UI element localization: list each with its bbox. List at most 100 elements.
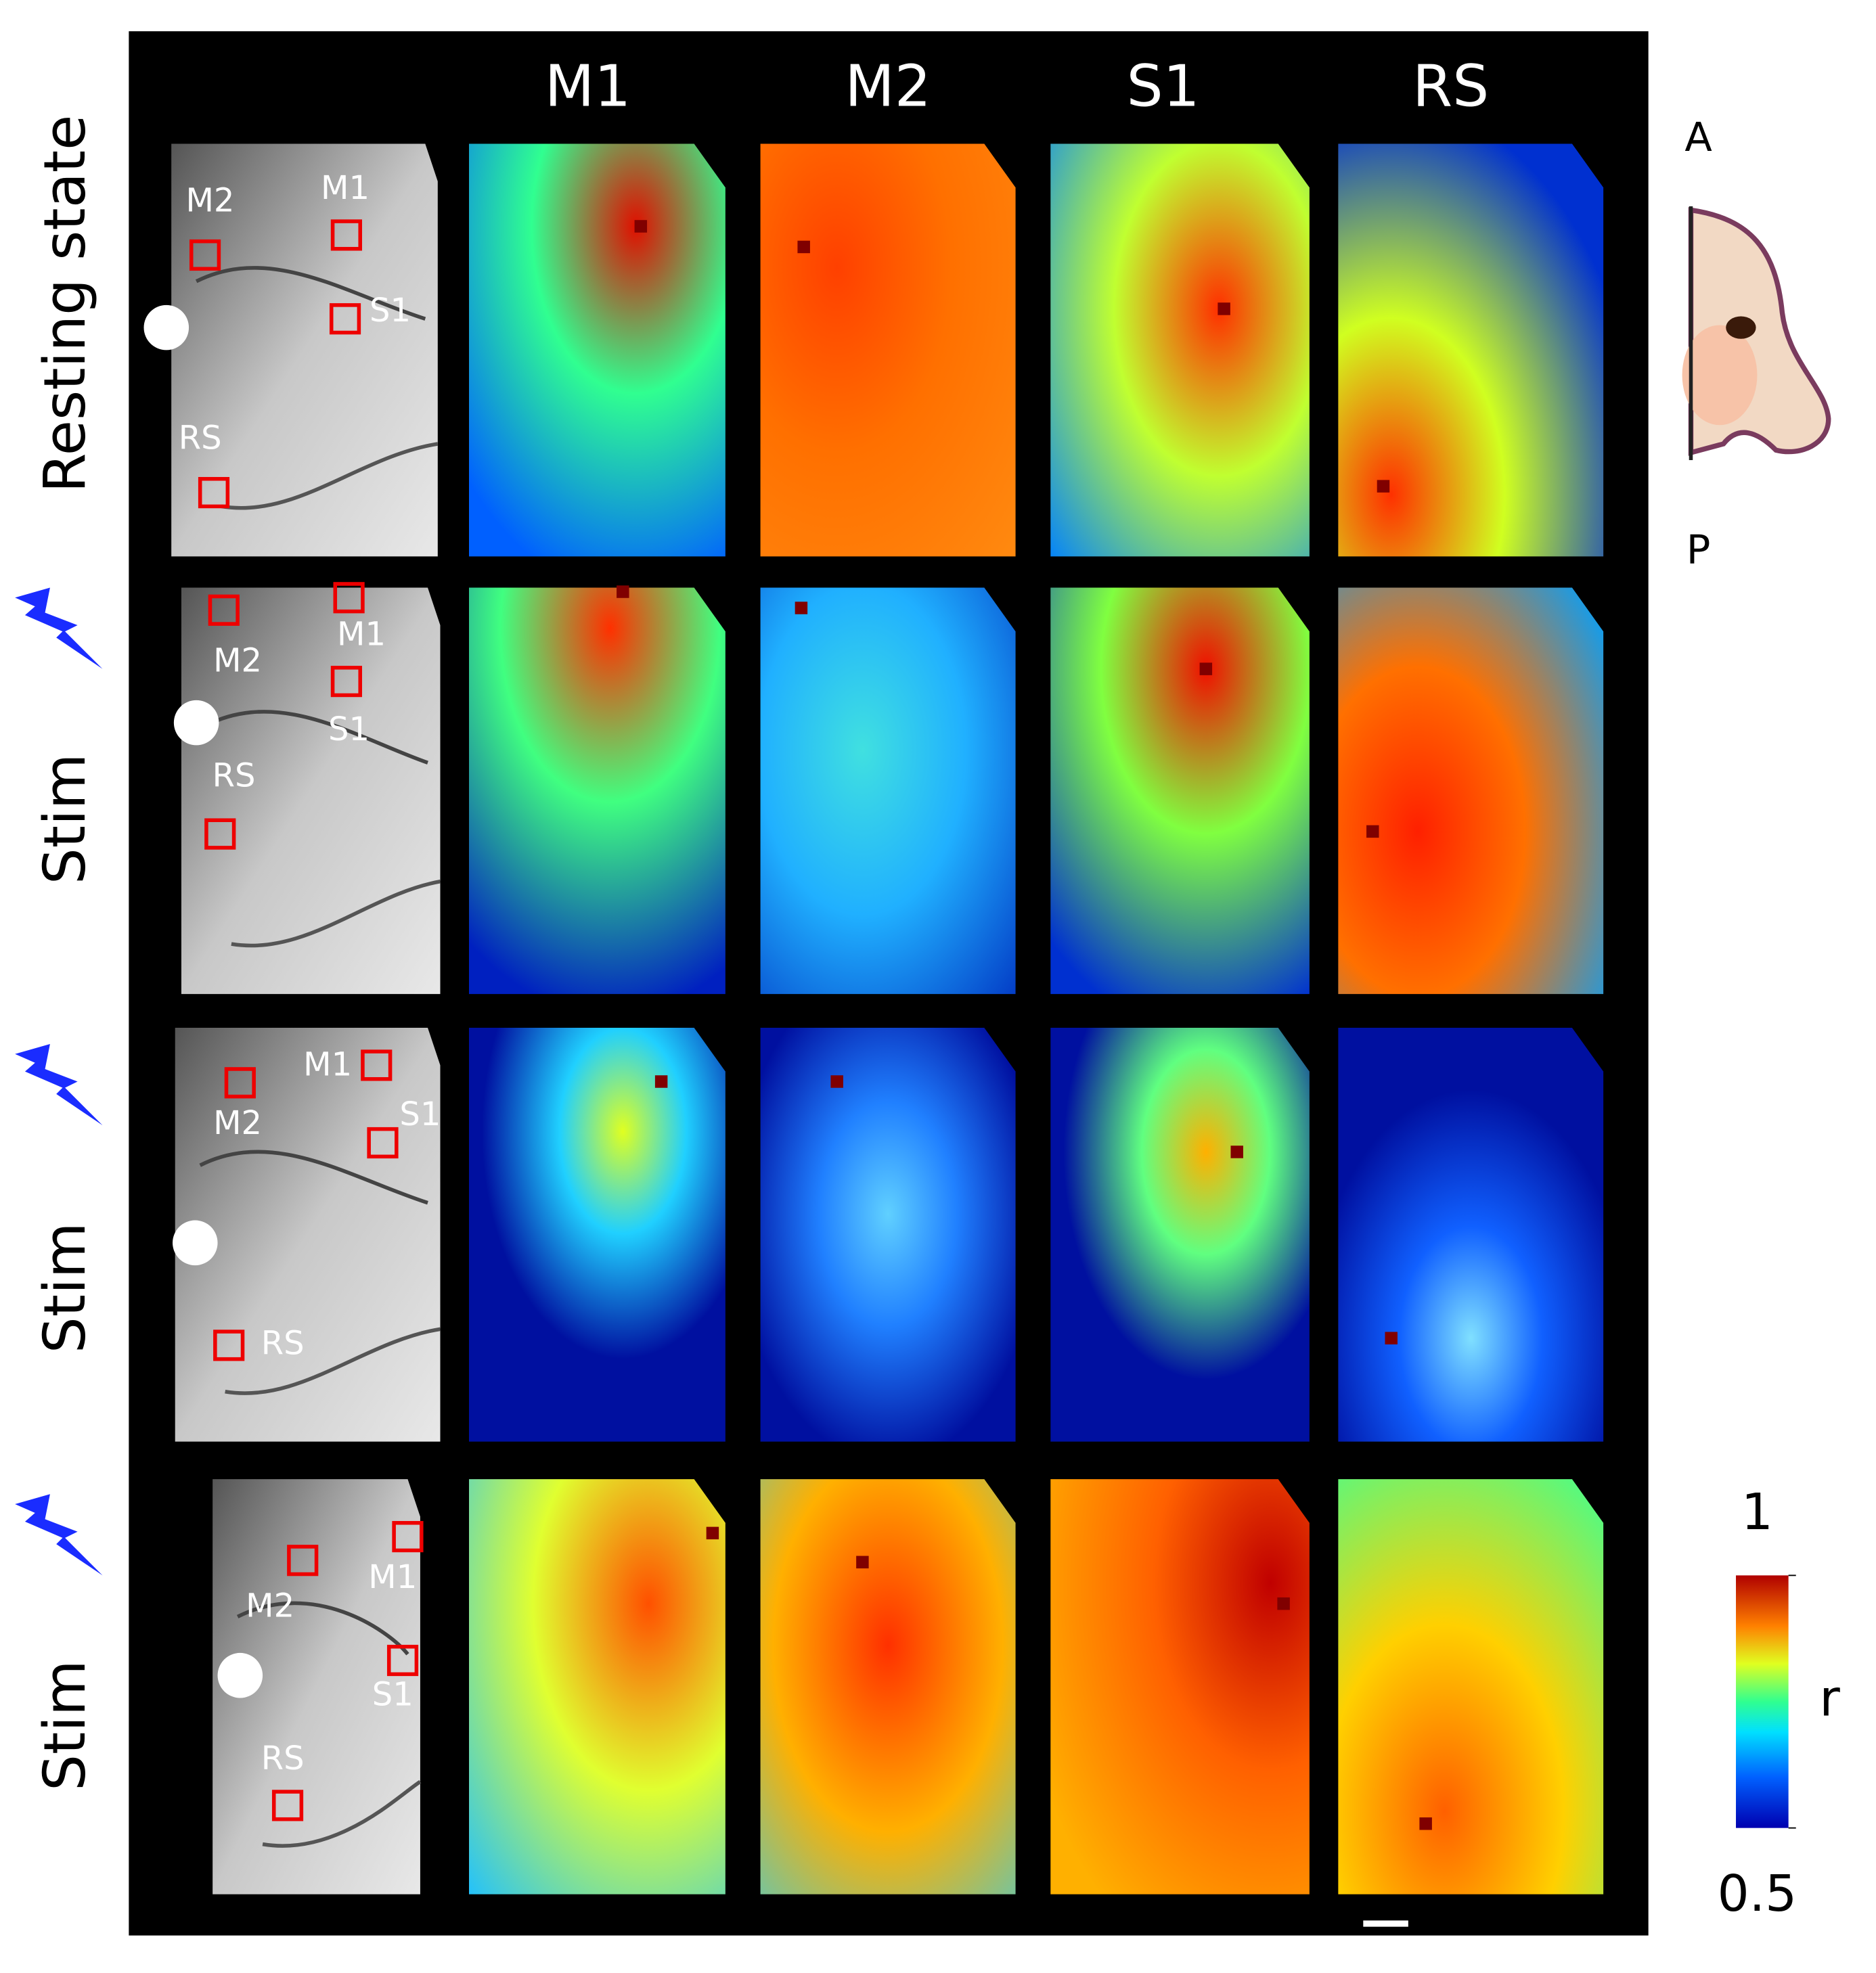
roi-box <box>213 1330 245 1361</box>
roi-box <box>361 1049 393 1081</box>
correlation-map <box>1050 1479 1310 1895</box>
seed-marker <box>797 240 810 254</box>
roi-label: RS <box>213 756 256 794</box>
roi-label: M2 <box>246 1587 294 1625</box>
correlation-map <box>760 1479 1016 1895</box>
roi-box <box>333 582 365 614</box>
roi-box <box>330 666 362 698</box>
seed-marker <box>654 1075 668 1088</box>
roi-label: RS <box>261 1324 305 1362</box>
roi-box <box>224 1067 256 1099</box>
lightning-bolt <box>15 1494 103 1576</box>
roi-box <box>271 1790 304 1821</box>
seed-marker <box>706 1526 719 1540</box>
roi-label: S1 <box>372 1676 414 1714</box>
vessel <box>221 442 439 510</box>
vessel <box>231 880 441 948</box>
vessel <box>205 710 428 765</box>
roi-label: M2 <box>185 181 234 219</box>
colorbar-tick-label: 1 <box>1741 1483 1773 1541</box>
correlation-map <box>1338 143 1604 557</box>
roi-box <box>198 476 230 509</box>
roi-box <box>287 1545 319 1577</box>
colorbar-label: r <box>1819 1670 1840 1728</box>
seed-marker <box>830 1075 843 1088</box>
roi-label: M2 <box>213 641 262 679</box>
roi-label: M2 <box>213 1104 262 1142</box>
row-label: Stim <box>32 1222 99 1353</box>
brain-image <box>171 143 438 557</box>
brain-schematic <box>1682 206 1831 461</box>
roi-label: RS <box>179 419 222 457</box>
bregma-dot <box>173 700 219 746</box>
bregma-dot <box>173 1220 218 1266</box>
correlation-map <box>469 587 725 995</box>
roi-box <box>204 818 236 850</box>
seed-marker <box>1377 480 1390 493</box>
correlation-map <box>760 143 1016 557</box>
seed-marker <box>617 585 629 598</box>
vessel <box>199 1150 428 1205</box>
bregma-dot <box>143 304 189 350</box>
roi-box <box>367 1127 399 1159</box>
seed-marker <box>1366 825 1379 838</box>
correlation-map <box>1338 1479 1604 1895</box>
posterior-label: P <box>1687 526 1711 573</box>
seed-marker <box>1199 662 1213 675</box>
bregma-dot <box>217 1652 263 1698</box>
correlation-map <box>469 143 725 557</box>
roi-label: RS <box>261 1740 305 1777</box>
lightning-bolt <box>15 587 103 669</box>
brain-image <box>181 587 441 995</box>
vessel <box>195 266 426 321</box>
row-label: Stim <box>32 754 99 885</box>
seed-marker <box>1419 1817 1432 1830</box>
roi-box <box>330 219 362 251</box>
brain-image <box>213 1479 420 1895</box>
roi-box <box>386 1644 419 1677</box>
vessel <box>262 1779 422 1848</box>
scale-bar <box>1363 1920 1408 1927</box>
column-header: M1 <box>545 53 631 120</box>
correlation-map <box>1050 587 1310 995</box>
roi-label: S1 <box>370 292 411 330</box>
roi-box <box>208 594 240 626</box>
seed-marker <box>1277 1597 1290 1610</box>
row-label: Stim <box>32 1660 99 1791</box>
colorbar-tick-label: 0.5 <box>1718 1865 1797 1923</box>
seed-marker <box>634 220 648 233</box>
stim-icons <box>15 587 103 1576</box>
seed-marker <box>1230 1146 1243 1158</box>
correlation-map <box>760 587 1016 995</box>
row-label: Resting state <box>32 115 99 493</box>
correlation-map <box>469 1479 725 1895</box>
column-header: RS <box>1412 53 1489 120</box>
roi-label: M1 <box>337 616 386 654</box>
correlation-map <box>1050 143 1310 557</box>
correlation-map <box>760 1027 1016 1442</box>
vessel <box>236 1601 409 1656</box>
lightning-bolt <box>15 1044 103 1126</box>
roi-label: S1 <box>399 1095 441 1133</box>
roi-box <box>329 303 361 335</box>
correlation-map <box>1050 1027 1310 1442</box>
colorbar <box>1736 1575 1789 1828</box>
seed-marker <box>1218 302 1230 315</box>
anterior-label: A <box>1684 114 1712 160</box>
correlation-map <box>1338 587 1604 995</box>
correlation-map <box>1338 1027 1604 1442</box>
roi-label: M1 <box>321 169 370 207</box>
column-header: M2 <box>845 53 931 120</box>
roi-box <box>189 239 221 271</box>
correlation-map <box>469 1027 725 1442</box>
seed-marker <box>856 1556 869 1569</box>
roi-label: S1 <box>328 710 370 748</box>
seed-marker <box>795 602 808 614</box>
roi-box <box>392 1520 424 1553</box>
roi-label: M1 <box>368 1558 417 1596</box>
column-header: S1 <box>1127 53 1200 120</box>
seed-marker <box>1385 1332 1398 1344</box>
roi-label: M1 <box>303 1045 352 1083</box>
